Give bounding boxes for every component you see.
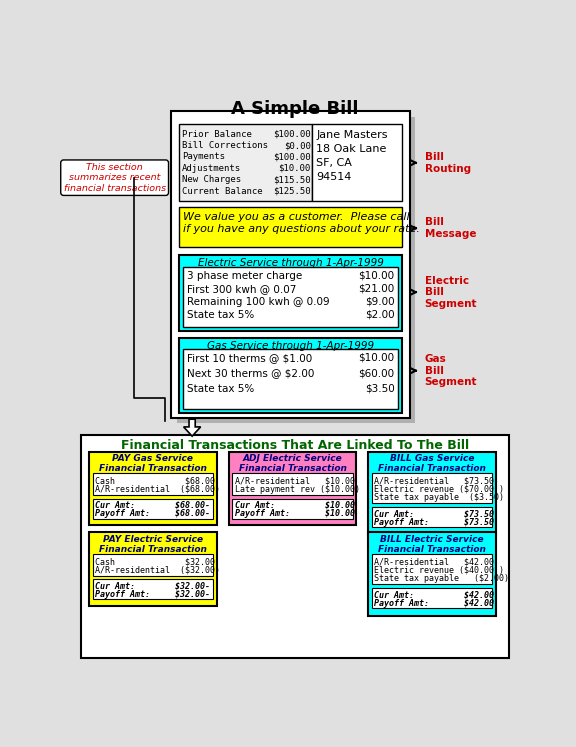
- Bar: [179, 208, 402, 247]
- Text: Jane Masters: Jane Masters: [316, 131, 388, 140]
- Bar: [368, 451, 496, 535]
- Bar: [177, 117, 415, 423]
- Text: A Simple Bill: A Simple Bill: [232, 100, 359, 119]
- Text: Cur Amt:          $10.00: Cur Amt: $10.00: [235, 500, 355, 509]
- Text: Cur Amt:        $68.00-: Cur Amt: $68.00-: [95, 500, 210, 509]
- Text: Gas
Bill
Segment: Gas Bill Segment: [425, 354, 477, 387]
- Bar: [81, 435, 509, 658]
- Text: Bill
Message: Bill Message: [425, 217, 476, 239]
- Text: 18 Oak Lane: 18 Oak Lane: [316, 144, 386, 155]
- Bar: [93, 473, 213, 495]
- Text: ADJ Electric Service
Financial Transaction: ADJ Electric Service Financial Transacti…: [238, 454, 346, 474]
- Text: Next 30 therms @ $2.00: Next 30 therms @ $2.00: [187, 368, 314, 379]
- Bar: [93, 580, 213, 599]
- Bar: [179, 124, 312, 201]
- Text: Prior Balance: Prior Balance: [182, 130, 252, 139]
- Text: Remaining 100 kwh @ 0.09: Remaining 100 kwh @ 0.09: [187, 297, 329, 307]
- Bar: [89, 451, 217, 524]
- Text: PAY Gas Service
Financial Transaction: PAY Gas Service Financial Transaction: [99, 454, 207, 474]
- Bar: [312, 124, 402, 201]
- Text: Financial Transactions That Are Linked To The Bill: Financial Transactions That Are Linked T…: [121, 439, 469, 452]
- Text: Late payment rev ($10.00): Late payment rev ($10.00): [235, 485, 360, 494]
- Text: Payoff Amt:       $42.00: Payoff Amt: $42.00: [374, 598, 494, 607]
- Bar: [368, 533, 496, 616]
- Text: A/R-residential  ($32.00): A/R-residential ($32.00): [95, 565, 220, 574]
- Text: A/R-residential   $73.50: A/R-residential $73.50: [374, 476, 494, 486]
- Text: Cash              $32.00: Cash $32.00: [95, 557, 215, 566]
- Text: A/R-residential   $10.00: A/R-residential $10.00: [235, 476, 355, 486]
- Text: Payoff Amt:       $73.50: Payoff Amt: $73.50: [374, 518, 494, 527]
- Text: Electric revenue ($40.00 ): Electric revenue ($40.00 ): [374, 565, 504, 574]
- Text: Cash              $68.00: Cash $68.00: [95, 476, 215, 486]
- Text: 94514: 94514: [316, 172, 351, 182]
- Text: $9.00: $9.00: [365, 297, 395, 307]
- Text: Cur Amt:          $73.50: Cur Amt: $73.50: [374, 509, 494, 518]
- Text: $2.00: $2.00: [365, 310, 395, 320]
- Text: Payments: Payments: [182, 152, 225, 161]
- Text: BILL Electric Service
Financial Transaction: BILL Electric Service Financial Transact…: [378, 535, 486, 554]
- Text: Electric
Bill
Segment: Electric Bill Segment: [425, 276, 477, 309]
- Text: $10.00: $10.00: [358, 353, 395, 363]
- Bar: [233, 473, 353, 495]
- Text: $60.00: $60.00: [358, 368, 395, 379]
- Bar: [372, 507, 492, 527]
- Text: Bill
Routing: Bill Routing: [425, 152, 471, 173]
- Bar: [372, 588, 492, 608]
- Text: Bill Corrections: Bill Corrections: [182, 141, 268, 150]
- Text: BILL Gas Service
Financial Transaction: BILL Gas Service Financial Transaction: [378, 454, 486, 474]
- Text: State tax payable  ($3.50): State tax payable ($3.50): [374, 493, 504, 502]
- Text: Cur Amt:        $32.00-: Cur Amt: $32.00-: [95, 582, 210, 591]
- Text: State tax 5%: State tax 5%: [187, 310, 254, 320]
- Text: New Charges: New Charges: [182, 176, 241, 185]
- Text: $21.00: $21.00: [358, 284, 395, 294]
- Text: State tax 5%: State tax 5%: [187, 384, 254, 394]
- Text: Electric revenue ($70.00 ): Electric revenue ($70.00 ): [374, 485, 504, 494]
- Text: A/R-residential  ($68.00): A/R-residential ($68.00): [95, 485, 220, 494]
- Text: 3 phase meter charge: 3 phase meter charge: [187, 270, 302, 281]
- Text: $10.00: $10.00: [358, 270, 395, 281]
- Bar: [179, 255, 402, 331]
- Text: State tax payable   ($2.00): State tax payable ($2.00): [374, 574, 509, 583]
- Text: Adjustments: Adjustments: [182, 164, 241, 173]
- Bar: [229, 451, 357, 524]
- Text: $3.50: $3.50: [365, 384, 395, 394]
- Bar: [179, 338, 402, 413]
- Text: $100.00: $100.00: [273, 130, 310, 139]
- Text: $0.00: $0.00: [284, 141, 310, 150]
- Bar: [372, 554, 492, 584]
- Text: Current Balance: Current Balance: [182, 187, 263, 196]
- Text: PAY Electric Service
Financial Transaction: PAY Electric Service Financial Transacti…: [99, 535, 207, 554]
- Text: A/R-residential   $42.00: A/R-residential $42.00: [374, 557, 494, 566]
- Bar: [233, 498, 353, 518]
- Text: Payoff Amt:       $10.00: Payoff Amt: $10.00: [235, 509, 355, 518]
- Text: Payoff Amt:     $32.00-: Payoff Amt: $32.00-: [95, 590, 210, 599]
- FancyArrow shape: [184, 419, 200, 436]
- Text: This section
summarizes recent
financial transactions: This section summarizes recent financial…: [63, 163, 166, 193]
- Text: First 10 therms @ $1.00: First 10 therms @ $1.00: [187, 353, 312, 363]
- Text: Electric Service through 1-Apr-1999: Electric Service through 1-Apr-1999: [198, 258, 384, 268]
- Bar: [89, 533, 217, 606]
- Text: $125.50: $125.50: [273, 187, 310, 196]
- Text: Cur Amt:          $42.00: Cur Amt: $42.00: [374, 590, 494, 599]
- Text: We value you as a customer.  Please call
if you have any questions about your ra: We value you as a customer. Please call …: [183, 212, 420, 234]
- Text: Gas Service through 1-Apr-1999: Gas Service through 1-Apr-1999: [207, 341, 374, 350]
- Bar: [171, 111, 410, 418]
- Text: $10.00: $10.00: [278, 164, 310, 173]
- Text: First 300 kwh @ 0.07: First 300 kwh @ 0.07: [187, 284, 296, 294]
- Bar: [372, 473, 492, 503]
- Text: SF, CA: SF, CA: [316, 158, 352, 168]
- Text: Payoff Amt:     $68.00-: Payoff Amt: $68.00-: [95, 509, 210, 518]
- Text: $100.00: $100.00: [273, 152, 310, 161]
- Bar: [93, 554, 213, 575]
- Bar: [183, 267, 398, 326]
- Text: $115.50: $115.50: [273, 176, 310, 185]
- Bar: [93, 498, 213, 518]
- Bar: [183, 349, 398, 409]
